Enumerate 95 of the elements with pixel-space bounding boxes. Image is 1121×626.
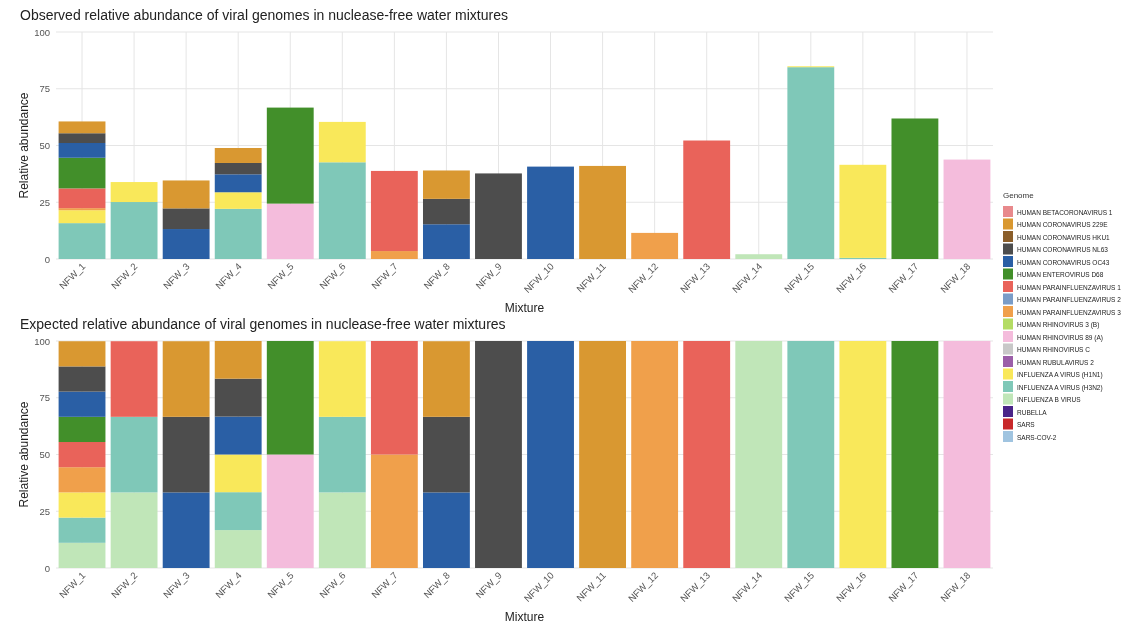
- y-tick-label: 25: [39, 505, 50, 517]
- y-tick-label: 50: [39, 449, 50, 460]
- bar: [58, 542, 106, 568]
- bar: [58, 188, 106, 209]
- bar: [839, 164, 887, 258]
- y-tick-label: 50: [39, 140, 50, 151]
- bar: [58, 133, 106, 143]
- bar: [110, 492, 158, 568]
- bar: [58, 143, 106, 158]
- bar: [422, 224, 470, 259]
- y-axis-title: Relative abundance: [17, 401, 31, 508]
- bar: [58, 492, 106, 518]
- bar: [891, 341, 939, 568]
- bar: [422, 198, 470, 225]
- bar: [579, 341, 627, 568]
- bar: [110, 341, 158, 417]
- bar: [214, 530, 262, 568]
- bar: [162, 416, 210, 493]
- bar: [266, 107, 314, 204]
- bar: [891, 118, 939, 259]
- bar: [58, 157, 106, 189]
- y-tick-label: 0: [44, 253, 50, 265]
- legend-title: Genome: [1003, 191, 1035, 200]
- bar: [162, 208, 210, 230]
- bar: [214, 341, 262, 379]
- bar: [631, 341, 679, 568]
- bar: [631, 232, 679, 259]
- bar: [214, 148, 262, 163]
- bar: [58, 442, 106, 468]
- bar: [422, 170, 470, 199]
- bar: [58, 223, 106, 259]
- bar: [58, 416, 106, 443]
- bar: [527, 166, 574, 259]
- bar: [162, 492, 210, 568]
- bar: [318, 162, 366, 259]
- bar: [214, 492, 262, 531]
- bar: [370, 251, 418, 259]
- y-tick-label: 75: [39, 392, 50, 404]
- bar: [110, 202, 158, 259]
- bar: [266, 341, 314, 455]
- y-axis-title: Relative abundance: [17, 92, 31, 199]
- bar: [475, 341, 522, 568]
- chart-title: Observed relative abundance of viral genomes in nuclease-free water mixtures: [20, 7, 508, 23]
- bar: [214, 192, 262, 209]
- bar: [266, 203, 314, 259]
- bar: [214, 174, 262, 193]
- bar: [318, 341, 366, 417]
- bar: [58, 467, 106, 493]
- bar: [110, 182, 158, 203]
- bar: [162, 341, 210, 417]
- bar: [58, 121, 106, 134]
- x-axis-title: Mixture: [504, 301, 545, 315]
- y-tick-label: 75: [39, 83, 50, 95]
- bar: [318, 492, 366, 568]
- bar: [370, 341, 418, 455]
- chart-title: Expected relative abundance of viral genomes in nuclease-free water mixtures: [20, 316, 506, 332]
- bar: [422, 341, 470, 417]
- bar: [266, 454, 314, 568]
- bar: [58, 391, 106, 417]
- bar: [214, 454, 262, 493]
- bar: [787, 341, 835, 568]
- bar: [839, 341, 887, 568]
- bar: [214, 378, 262, 417]
- y-tick-label: 25: [39, 196, 50, 208]
- bar: [318, 416, 366, 493]
- bar: [422, 492, 470, 568]
- bar: [58, 341, 106, 367]
- bar: [58, 366, 106, 392]
- x-axis-title: Mixture: [504, 610, 545, 624]
- bar: [58, 210, 106, 224]
- bar: [370, 454, 418, 568]
- bar: [735, 341, 783, 568]
- bar: [214, 416, 262, 455]
- bar: [787, 67, 835, 259]
- bar: [58, 208, 106, 211]
- bar: [683, 341, 731, 568]
- bar: [162, 180, 210, 209]
- bar: [735, 254, 783, 259]
- y-tick-label: 100: [34, 335, 50, 347]
- bar: [475, 173, 522, 259]
- bar: [943, 159, 991, 259]
- y-tick-label: 100: [34, 26, 50, 38]
- bar: [527, 341, 574, 568]
- bar: [162, 229, 210, 259]
- bar: [943, 341, 991, 568]
- bar: [579, 165, 627, 259]
- bar: [370, 170, 418, 252]
- bar: [422, 416, 470, 493]
- bar: [683, 140, 731, 259]
- bar: [110, 416, 158, 493]
- bar: [214, 162, 262, 175]
- bar: [318, 121, 366, 163]
- y-tick-label: 0: [44, 562, 50, 574]
- bar: [214, 208, 262, 259]
- bar: [58, 517, 106, 543]
